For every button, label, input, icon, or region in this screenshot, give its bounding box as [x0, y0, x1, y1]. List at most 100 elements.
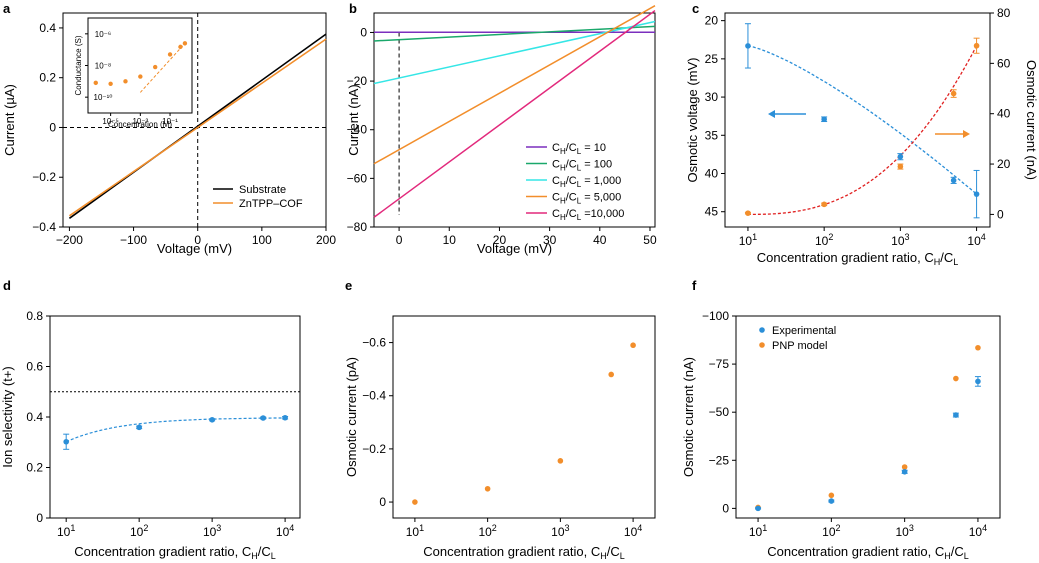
series-line — [373, 9, 656, 218]
inset-data-point — [178, 44, 183, 50]
x-tick-label: 20 — [493, 233, 507, 247]
data-point — [412, 499, 418, 505]
legend-marker — [759, 342, 765, 348]
data-point — [897, 153, 904, 160]
y-tick-label: 0 — [722, 501, 729, 515]
data-point — [973, 191, 980, 197]
x-tick-label: 101 — [739, 232, 757, 248]
legend-label: CH/CL = 5,000 — [552, 192, 621, 206]
inset-data-point — [108, 81, 113, 86]
panel-e: e 101 102 103 104 0 −0.2 −0.4 −0.6 Concentration … — [344, 278, 656, 561]
x-tick-label: 103 — [895, 523, 913, 539]
y-tick-label: 0.2 — [39, 71, 56, 85]
y-tick-label: −20 — [347, 74, 368, 88]
legend-marker — [759, 327, 765, 333]
x-tick-label: 101 — [749, 523, 767, 539]
x-axis-label: Voltage (mV) — [157, 241, 232, 256]
legend-label: Substrate — [239, 184, 286, 196]
x-tick-label: 104 — [276, 523, 294, 539]
x-tick-label: 0 — [194, 233, 201, 247]
inset-y-tick-label: 10⁻⁶ — [95, 30, 111, 39]
x-tick-label: 200 — [316, 233, 336, 247]
series-line — [373, 20, 656, 85]
series-line — [68, 38, 327, 217]
data-point — [828, 492, 835, 499]
data-point — [901, 469, 908, 475]
y-axis-label-right: Osmotic current (nA) — [1024, 60, 1039, 180]
x-tick-label: 104 — [967, 232, 985, 248]
data-point — [557, 458, 564, 464]
inset-y-axis-label: Conductance (S) — [74, 35, 83, 95]
legend-label: ZnTPP–COF — [239, 198, 303, 210]
x-tick-label: 103 — [551, 523, 569, 539]
x-axis-label: Concentration gradient ratio, CH/CL — [423, 544, 625, 561]
y-tick-label: 25 — [705, 52, 719, 66]
x-tick-label: −200 — [56, 233, 83, 247]
y-tick-label-right: 0 — [997, 207, 1004, 221]
x-tick-label: 100 — [252, 233, 272, 247]
x-tick-label: −100 — [120, 233, 147, 247]
panel-c: c 101 102 103 104 20 25 30 35 40 45 0 20 40 60 80 Concen… — [685, 1, 1039, 267]
x-tick-label: 101 — [57, 523, 75, 539]
y-tick-label: 0 — [49, 120, 56, 134]
inset-data-point — [182, 41, 188, 46]
y-tick-label: 0 — [379, 495, 386, 509]
panel-letter: c — [692, 1, 699, 16]
y-tick-label: −0.2 — [362, 442, 386, 456]
y-tick-label: 35 — [705, 128, 719, 142]
inset-data-point — [167, 52, 173, 57]
legend-label: CH/CL = 100 — [552, 159, 612, 173]
data-point — [821, 201, 827, 208]
data-point — [950, 90, 957, 97]
plot-frame — [735, 315, 1001, 519]
y-axis-label: Osmotic voltage (mV) — [685, 58, 700, 183]
x-tick-label: 10 — [443, 233, 457, 247]
y-tick-label: 0.2 — [26, 461, 43, 475]
inset-data-point — [138, 74, 143, 79]
data-point — [608, 371, 615, 378]
data-point — [63, 438, 69, 445]
inset-y-tick-label: 10⁻⁸ — [95, 62, 112, 71]
x-tick-label: 101 — [406, 523, 424, 539]
y-tick-label-right: 20 — [997, 157, 1011, 171]
x-tick-label: 104 — [969, 523, 987, 539]
x-tick-label: 102 — [130, 523, 148, 539]
data-point — [755, 505, 761, 512]
y-tick-label: 0.6 — [26, 360, 43, 374]
inset-data-point — [93, 80, 98, 86]
inset-x-tick-label: 10⁻⁵ — [102, 117, 118, 126]
inset-y-tick-label: 10⁻¹⁰ — [94, 93, 113, 102]
y-tick-label: −100 — [702, 309, 729, 323]
data-point — [901, 464, 908, 470]
y-axis-label: Ion selectivity (t+) — [0, 366, 15, 468]
data-point — [975, 344, 981, 351]
plot-frame — [724, 12, 991, 228]
fit-curve-voltage — [747, 45, 978, 195]
series-line — [373, 5, 656, 165]
data-point — [209, 416, 215, 423]
y-axis-label: Osmotic current (nA) — [681, 357, 696, 477]
panel-letter: b — [349, 1, 357, 16]
y-tick-label-right: 80 — [997, 6, 1011, 20]
data-point — [745, 43, 751, 49]
y-tick-label: 0.8 — [26, 309, 43, 323]
data-point — [953, 375, 959, 382]
x-tick-label: 50 — [643, 233, 657, 247]
data-point — [260, 415, 266, 421]
y-tick-label: −0.6 — [362, 336, 386, 350]
y-axis-label: Current (nA) — [346, 84, 361, 156]
legend-label: Experimental — [772, 325, 836, 337]
inset-x-tick-label: 10⁻³ — [132, 117, 148, 126]
arrowhead-right-axis — [963, 130, 970, 138]
data-point — [136, 424, 142, 431]
x-tick-label: 103 — [891, 232, 909, 248]
series-line — [68, 33, 327, 219]
y-tick-label: 45 — [705, 205, 719, 219]
x-tick-label: 102 — [478, 523, 496, 539]
data-point — [745, 210, 751, 216]
x-axis-label: Concentration gradient ratio, CH/CL — [757, 250, 959, 267]
plot-frame — [392, 315, 656, 519]
data-point — [950, 177, 957, 184]
x-tick-label: 103 — [203, 523, 221, 539]
